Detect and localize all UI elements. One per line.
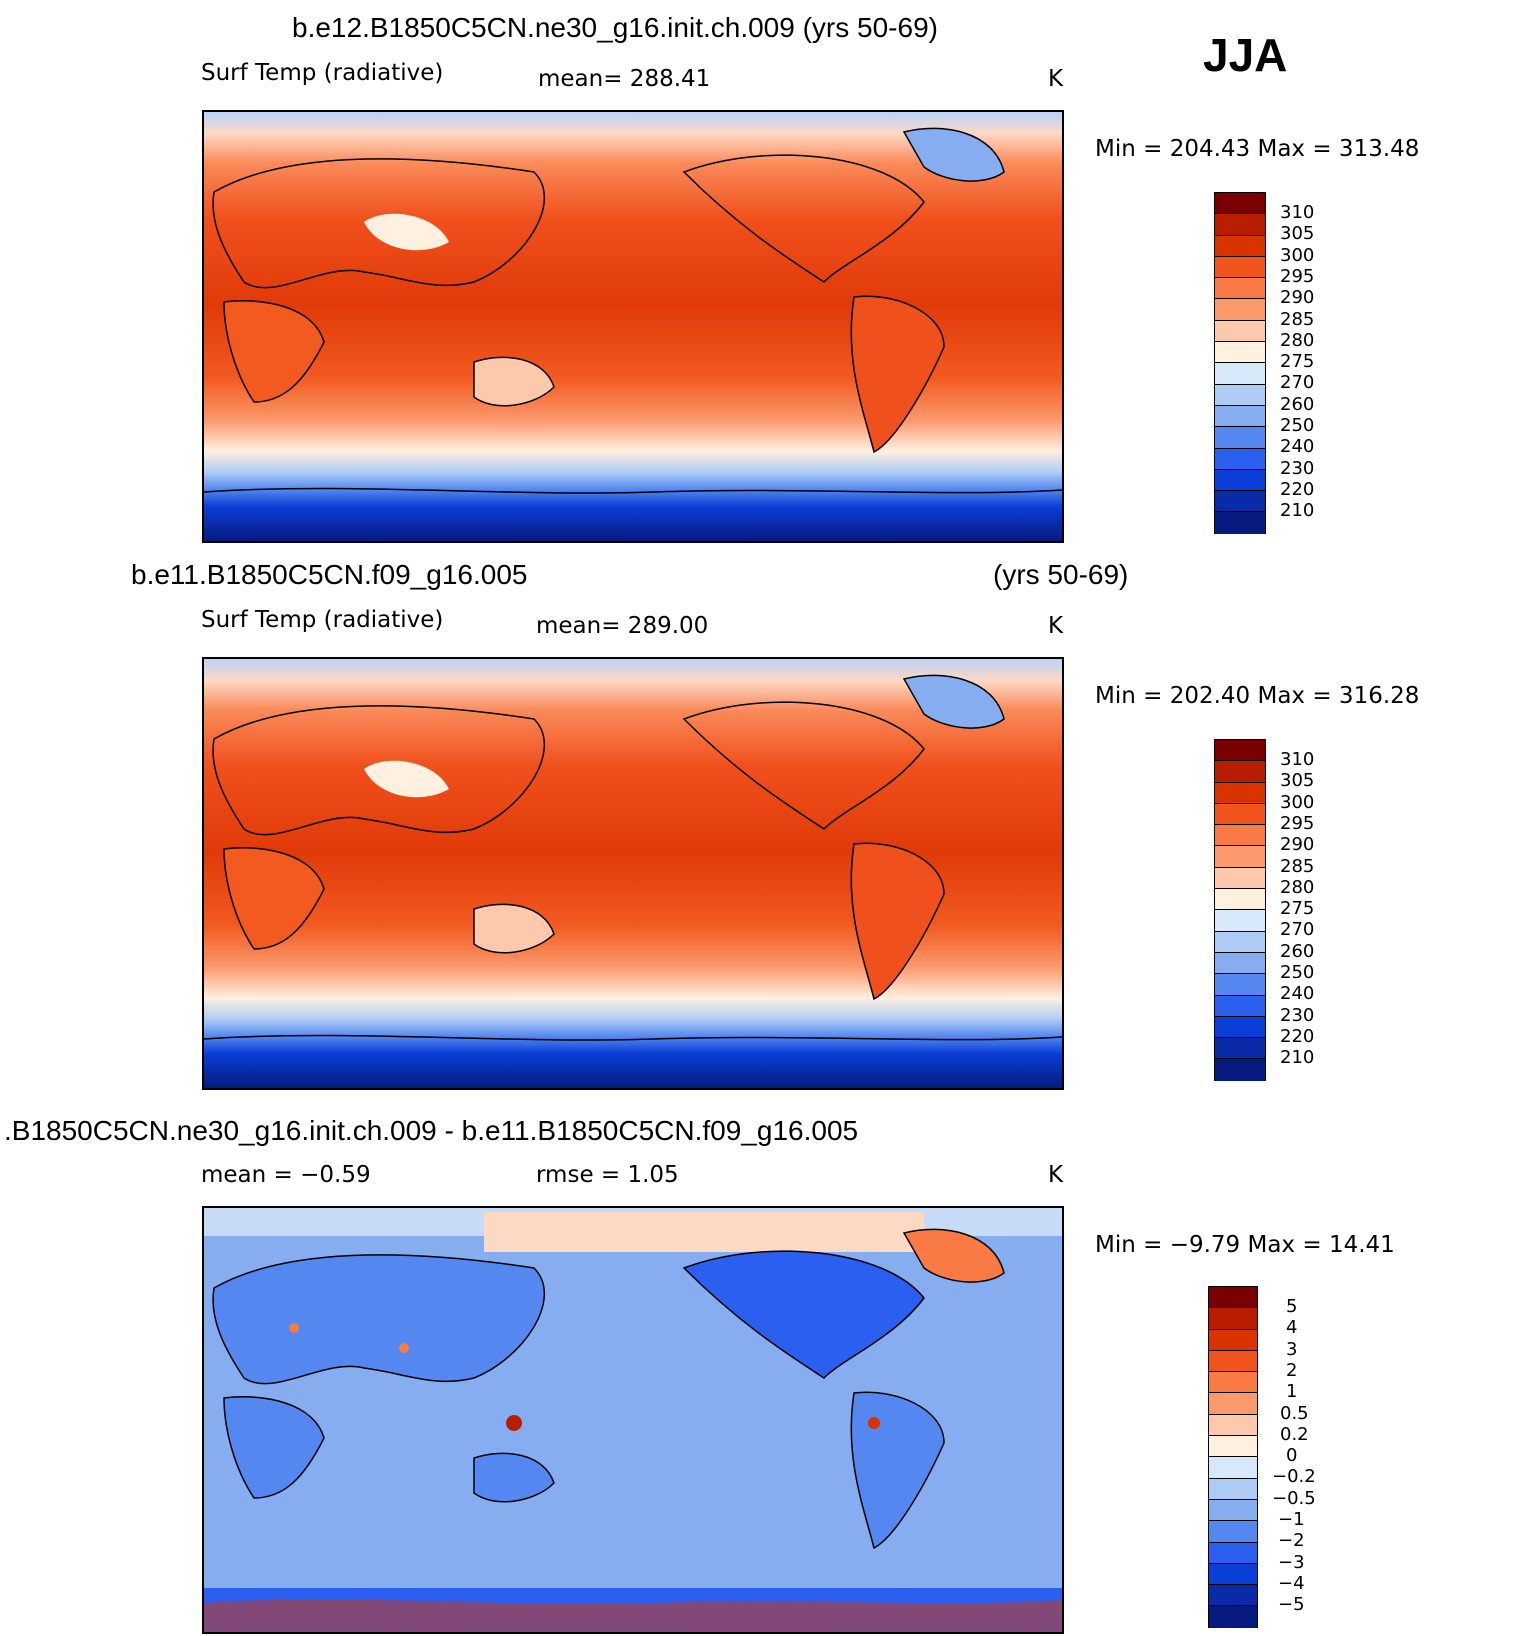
panel1-tick: 230 <box>1280 457 1315 479</box>
panel2-minmax: Min = 202.40 Max = 316.28 <box>1095 683 1420 709</box>
panel3-rmse-label: rmse = 1.05 <box>536 1162 679 1188</box>
panel1-tick: 295 <box>1280 265 1315 287</box>
panel1-tick: 220 <box>1280 478 1315 500</box>
panel1-minmax: Min = 204.43 Max = 313.48 <box>1095 136 1420 162</box>
panel1-tick: 305 <box>1280 223 1315 245</box>
panel1-tick: 260 <box>1280 393 1315 415</box>
panel2-map-field <box>204 659 1062 1088</box>
panel1-map <box>202 110 1064 543</box>
panel3-tick: 0.2 <box>1280 1423 1309 1445</box>
panel2-mean-label: mean= 289.00 <box>536 613 709 639</box>
panel1-tick: 250 <box>1280 415 1315 436</box>
panel3-tick: −0.2 <box>1272 1466 1316 1488</box>
panel2-map <box>202 657 1064 1090</box>
panel2-tick: 275 <box>1280 898 1315 920</box>
panel3-tick: −5 <box>1278 1594 1305 1616</box>
panel3-tick: −0.5 <box>1272 1487 1316 1509</box>
panel1-tick: 280 <box>1280 329 1315 351</box>
panel2-tick: 290 <box>1280 834 1315 856</box>
panel3-units: K <box>1048 1162 1064 1188</box>
panel2-tick: 295 <box>1280 812 1315 834</box>
panel2-tick: 280 <box>1280 876 1315 898</box>
panel3-colorbar <box>1208 1286 1258 1628</box>
panel1-colorbar <box>1214 192 1266 534</box>
panel3-tick: 1 <box>1286 1381 1298 1403</box>
panel3-tick: −3 <box>1278 1551 1305 1573</box>
panel2-tick: 285 <box>1280 855 1315 877</box>
panel1-tick: 275 <box>1280 351 1315 373</box>
panel3-map <box>202 1206 1064 1634</box>
panel2-title: b.e11.B1850C5CN.f09_g16.005 <box>131 559 528 590</box>
panel2-title-years: (yrs 50-69) <box>993 559 1129 590</box>
panel3-tick: 4 <box>1286 1317 1298 1339</box>
panel3-tick: 0.5 <box>1280 1402 1309 1424</box>
panel3-tick: −2 <box>1278 1530 1305 1552</box>
panel2-tick: 260 <box>1280 940 1315 962</box>
panel1-mean-label: mean= 288.41 <box>538 66 711 92</box>
panel1-tick: 270 <box>1280 372 1315 394</box>
panel3-tick: −4 <box>1278 1572 1305 1594</box>
panel3-tick: −1 <box>1278 1509 1305 1530</box>
panel1-variable-label: Surf Temp (radiative) <box>201 60 444 86</box>
panel2-tick: 250 <box>1280 962 1315 983</box>
panel3-mean-label: mean = −0.59 <box>201 1162 371 1188</box>
panel1-tick: 290 <box>1280 287 1315 309</box>
panel1-map-field <box>204 112 1062 541</box>
panel2-tick: 240 <box>1280 983 1315 1005</box>
panel2-tick: 230 <box>1280 1004 1315 1026</box>
panel1-tick: 285 <box>1280 308 1315 330</box>
panel2-variable-label: Surf Temp (radiative) <box>201 607 444 633</box>
panel2-tick: 305 <box>1280 770 1315 792</box>
panel1-tick: 300 <box>1280 244 1315 266</box>
season-label: JJA <box>1203 29 1288 81</box>
panel2-units: K <box>1048 613 1064 639</box>
panel1-units: K <box>1048 66 1064 92</box>
panel2-tick: 270 <box>1280 919 1315 941</box>
panel3-minmax: Min = −9.79 Max = 14.41 <box>1095 1232 1395 1258</box>
panel2-tick: 300 <box>1280 791 1315 813</box>
panel2-colorbar <box>1214 739 1266 1081</box>
panel2-tick: 220 <box>1280 1025 1315 1047</box>
panel3-tick: 2 <box>1286 1359 1298 1381</box>
panel3-map-field <box>204 1208 1062 1632</box>
panel1-tick: 310 <box>1280 202 1315 223</box>
panel3-tick: 3 <box>1286 1338 1298 1360</box>
panel3-tick: 5 <box>1286 1296 1298 1317</box>
panel2-tick: 210 <box>1280 1047 1315 1069</box>
panel1-title: b.e12.B1850C5CN.ne30_g16.init.ch.009 (yr… <box>292 12 938 43</box>
panel1-tick: 210 <box>1280 500 1315 522</box>
panel3-title: .B1850C5CN.ne30_g16.init.ch.009 - b.e11.… <box>4 1115 859 1146</box>
panel1-tick: 240 <box>1280 436 1315 458</box>
panel3-tick: 0 <box>1286 1445 1298 1467</box>
panel2-tick: 310 <box>1280 749 1315 770</box>
